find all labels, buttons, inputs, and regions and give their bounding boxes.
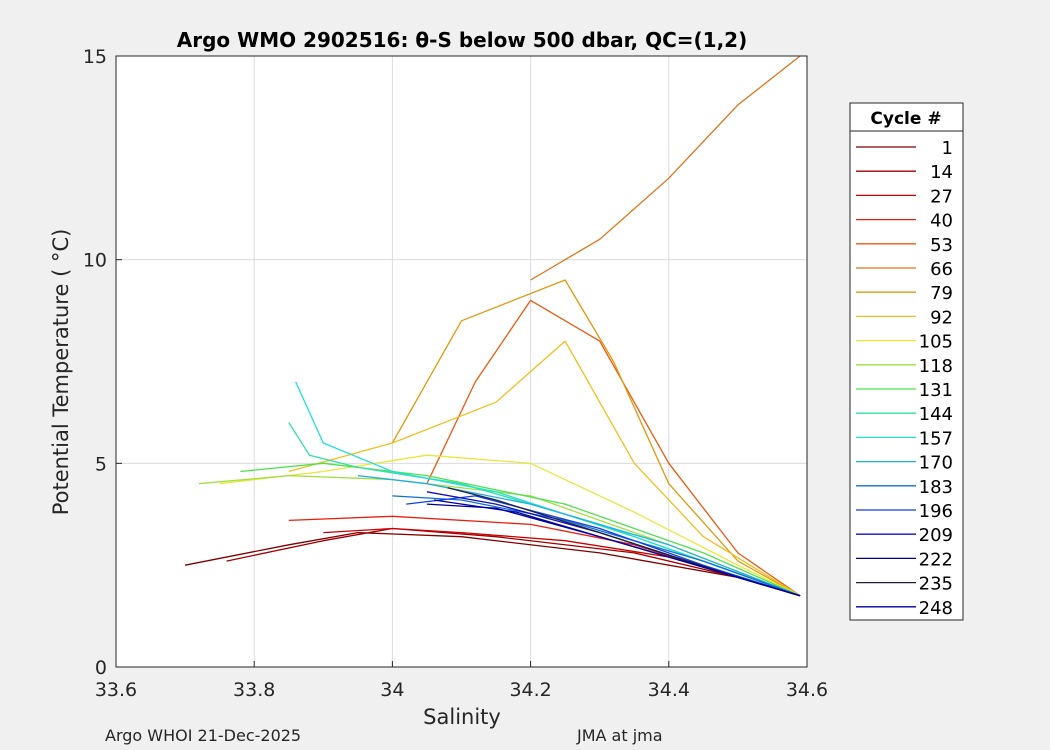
legend-label: 66 <box>930 259 953 280</box>
legend-label: 1 <box>942 138 953 159</box>
axis-ticks: 33.6 33.8 34 34.2 34.4 34.6 0 5 10 15 <box>83 46 828 701</box>
series-line-cycle-105 <box>219 454 801 597</box>
legend-label: 92 <box>930 307 953 328</box>
x-tick-label: 34 <box>380 679 404 701</box>
y-tick-label: 15 <box>83 46 107 68</box>
legend-label: 144 <box>919 404 953 425</box>
legend-label: 27 <box>930 186 953 207</box>
legend: Cycle # 1 14 27 40 53 66 79 92 105 118 131 144 157 17… <box>849 102 964 621</box>
series-lines <box>184 55 801 597</box>
series-line-cycle-157 <box>295 381 801 597</box>
x-tick-label: 33.6 <box>95 679 137 701</box>
y-tick-label: 5 <box>95 453 107 475</box>
legend-label: 131 <box>919 380 953 401</box>
y-axis-label: Potential Temperature ( °C) <box>49 229 73 516</box>
footer-source: Argo WHOI 21-Dec-2025 <box>105 726 302 745</box>
y-tick-label: 10 <box>83 250 107 272</box>
series-line-cycle-183 <box>392 495 801 597</box>
x-axis-label: Salinity <box>423 705 501 729</box>
series-line-cycle-92 <box>288 340 801 597</box>
legend-label: 105 <box>919 332 953 353</box>
series-line-cycle-131 <box>240 462 801 597</box>
series-line-cycle-53 <box>426 299 801 597</box>
legend-label: 14 <box>930 162 953 183</box>
legend-label: 157 <box>919 428 953 449</box>
legend-label: 53 <box>930 235 953 256</box>
series-line-cycle-170 <box>357 474 801 597</box>
x-tick-label: 34.6 <box>786 679 828 701</box>
footer-credit: JMA at jma <box>577 726 663 745</box>
legend-label: 170 <box>919 453 953 474</box>
series-line-cycle-79 <box>391 279 801 597</box>
legend-title: Cycle # <box>870 109 941 129</box>
x-tick-label: 33.8 <box>233 679 275 701</box>
legend-label: 196 <box>919 501 953 522</box>
legend-label: 40 <box>930 211 953 232</box>
y-tick-label: 0 <box>95 657 107 679</box>
legend-label: 183 <box>919 477 953 498</box>
legend-label: 235 <box>919 574 953 595</box>
x-tick-label: 34.4 <box>648 679 690 701</box>
plot-area <box>116 56 807 667</box>
series-line-cycle-248 <box>433 499 801 597</box>
series-line-cycle-196 <box>406 495 801 597</box>
legend-label: 79 <box>930 283 953 304</box>
legend-label: 209 <box>919 525 953 546</box>
plot-border <box>115 55 808 668</box>
series-line-cycle-66 <box>530 55 801 281</box>
legend-label: 118 <box>919 356 953 377</box>
chart-title: Argo WMO 2902516: θ-S below 500 dbar, QC… <box>177 28 747 52</box>
x-tick-label: 34.2 <box>509 679 551 701</box>
legend-label: 222 <box>919 549 953 570</box>
legend-label: 248 <box>919 598 953 619</box>
